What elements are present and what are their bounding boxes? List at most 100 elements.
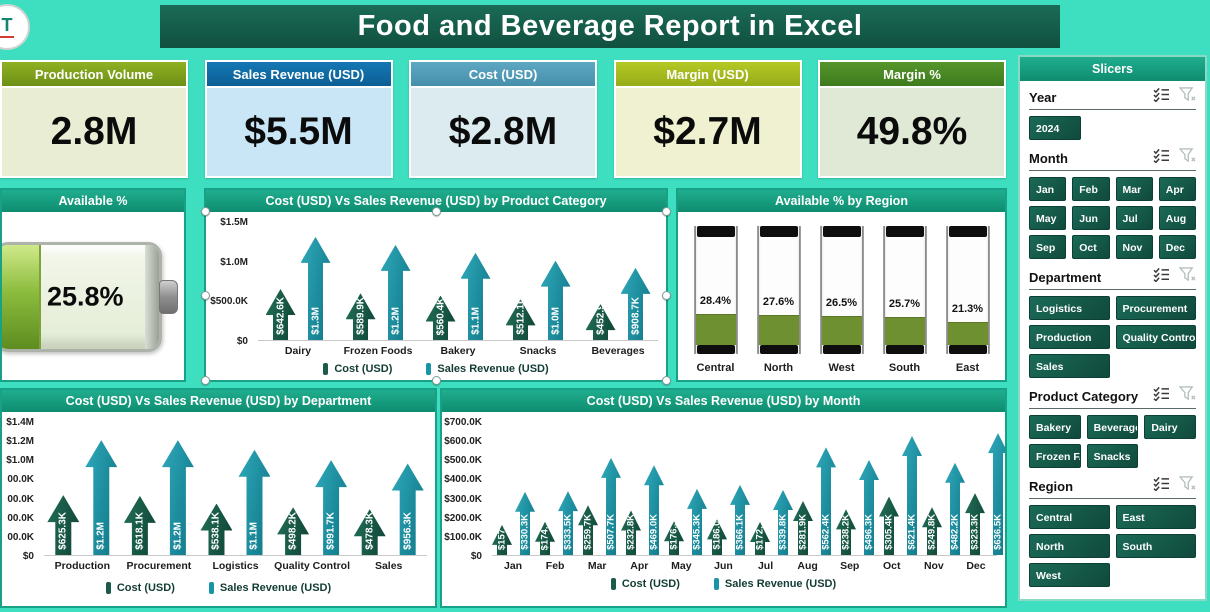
slicer-button-east[interactable]: East — [1115, 505, 1196, 529]
data-label: $618.1K — [134, 512, 146, 550]
multi-select-icon[interactable] — [1153, 87, 1170, 107]
kpi-value: $5.5M — [244, 110, 353, 153]
slicer-button-aug[interactable]: Aug — [1158, 206, 1196, 230]
selection-handle[interactable] — [201, 291, 210, 300]
clear-filter-icon[interactable] — [1178, 267, 1196, 287]
x-tick-snacks: Snacks — [519, 345, 557, 357]
data-label: $562.4K — [820, 514, 832, 550]
cost-arrow-may: $176.3 — [664, 521, 684, 555]
y-tick: $400.0K — [444, 474, 482, 486]
clear-filter-icon[interactable] — [1178, 386, 1196, 406]
data-label: $172.7 — [754, 524, 766, 550]
multi-select-icon[interactable] — [1153, 476, 1170, 496]
selection-handle[interactable] — [201, 376, 210, 385]
slicer-button-sales[interactable]: Sales — [1029, 354, 1110, 378]
slicer-button-snacks[interactable]: Snacks — [1086, 444, 1139, 468]
slicer-button-north[interactable]: North — [1029, 534, 1110, 558]
data-label: $186.0 — [711, 522, 723, 550]
slicer-button-nov[interactable]: Nov — [1115, 235, 1153, 259]
y-tick: $600.0K — [444, 436, 482, 448]
multi-select-icon[interactable] — [1153, 386, 1170, 406]
sales-arrow-oct: $621.4K — [902, 436, 922, 555]
data-label: $1.2M — [390, 307, 401, 335]
chart-title: Cost (USD) Vs Sales Revenue (USD) by Dep… — [2, 390, 435, 412]
tube-value: 27.6% — [762, 296, 795, 309]
slicer-button-dairy[interactable]: Dairy — [1144, 415, 1196, 439]
y-tick: 00.0K — [7, 493, 34, 505]
data-label: $496.3K — [863, 514, 875, 550]
legend-item-sales-revenue-usd: Sales Revenue (USD) — [208, 582, 331, 594]
slicer-button-central[interactable]: Central — [1029, 505, 1110, 529]
tube: 21.3% — [945, 226, 990, 354]
slicer-button-beverages[interactable]: Beverages — [1086, 415, 1139, 439]
sales-arrow-procurement: $1.2M — [161, 440, 194, 555]
slicer-button-frozen-f[interactable]: Frozen F... — [1029, 444, 1081, 468]
slicer-button-may[interactable]: May — [1029, 206, 1067, 230]
slicer-button-south[interactable]: South — [1115, 534, 1196, 558]
data-label: $589.9K — [355, 297, 366, 335]
clear-filter-icon[interactable] — [1178, 476, 1196, 496]
cost-arrow-aug: $281.9K — [793, 501, 813, 555]
cost-arrow-oct: $305.4K — [879, 496, 899, 555]
legend: Cost (USD) Sales Revenue (USD) — [206, 363, 666, 375]
sales-arrow-aug: $562.4K — [816, 447, 836, 555]
slicer-button-dec[interactable]: Dec — [1158, 235, 1196, 259]
y-axis: $1.5M $1.0M $500.0K $0 — [206, 217, 254, 347]
legend-item-cost-usd: Cost (USD) — [105, 582, 175, 594]
bar-group-jun: $186.0 $366.1K — [707, 484, 750, 555]
data-label: $636.5K — [992, 514, 1004, 550]
chart-by-department[interactable]: Cost (USD) Vs Sales Revenue (USD) by Dep… — [0, 388, 437, 608]
y-tick: 00.0K — [7, 512, 34, 524]
sales-arrow-jan: $330.3K — [515, 491, 535, 555]
slicer-button-apr[interactable]: Apr — [1158, 177, 1196, 201]
slicer-button-bakery[interactable]: Bakery — [1029, 415, 1081, 439]
slicer-button-west[interactable]: West — [1029, 563, 1110, 587]
slicer-button-procurement[interactable]: Procurement — [1115, 296, 1196, 320]
chart-available-by-region[interactable]: Available % by Region 28.4% Central 27.6% N… — [676, 188, 1007, 382]
sales-arrow-apr: $469.0K — [644, 465, 664, 555]
cost-arrow-bakery: $560.4K — [425, 295, 456, 340]
slicer-button-quality-control[interactable]: Quality Control — [1115, 325, 1196, 349]
slicer-button-production[interactable]: Production — [1029, 325, 1110, 349]
selection-handle[interactable] — [201, 207, 210, 216]
slicer-button-jan[interactable]: Jan — [1029, 177, 1067, 201]
slicers-panel: Slicers Year 2024 Month Jan Feb Mar Apr May Jun J… — [1018, 55, 1207, 601]
data-label: $249.8K — [926, 514, 938, 550]
plot-area: $625.3K $1.2M $618.1K $1.2M $538.1K $1.1M $498… — [44, 422, 427, 556]
selection-handle[interactable] — [432, 376, 441, 385]
bar-group-production: $625.3K $1.2M — [44, 440, 121, 555]
selection-handle[interactable] — [662, 291, 671, 300]
slicer-button-mar[interactable]: Mar — [1115, 177, 1153, 201]
multi-select-icon[interactable] — [1153, 267, 1170, 287]
data-label: $908.7K — [630, 297, 641, 335]
chart-by-month[interactable]: Cost (USD) Vs Sales Revenue (USD) by Mon… — [440, 388, 1007, 608]
y-tick: $500.0K — [210, 296, 248, 308]
divider — [1029, 289, 1196, 290]
clear-filter-icon[interactable] — [1178, 87, 1196, 107]
multi-select-icon[interactable] — [1153, 148, 1170, 168]
chart-by-product-category[interactable]: Cost (USD) Vs Sales Revenue (USD) by Pro… — [201, 188, 671, 385]
cost-arrow-sep: $238.2K — [836, 509, 856, 555]
sales-arrow-mar: $507.7K — [601, 457, 621, 555]
data-label: $452.9 — [595, 307, 606, 335]
data-label: $174.1 — [539, 524, 551, 550]
slicer-button-sep[interactable]: Sep — [1029, 235, 1067, 259]
slicer-button-2024[interactable]: 2024 — [1029, 116, 1081, 140]
slicer-button-jul[interactable]: Jul — [1115, 206, 1153, 230]
selection-handle[interactable] — [662, 207, 671, 216]
slicer-button-logistics[interactable]: Logistics — [1029, 296, 1110, 320]
kpi-value: $2.8M — [448, 110, 558, 153]
selection-handle[interactable] — [432, 207, 441, 216]
legend-marker — [713, 578, 719, 590]
chart-title: Cost (USD) Vs Sales Revenue (USD) by Mon… — [442, 390, 1005, 412]
slicer-button-jun[interactable]: Jun — [1072, 206, 1110, 230]
tube: 27.6% — [756, 226, 801, 354]
slicer-button-feb[interactable]: Feb — [1072, 177, 1110, 201]
slicer-label: Month — [1029, 150, 1068, 166]
clear-filter-icon[interactable] — [1178, 148, 1196, 168]
slicer-button-oct[interactable]: Oct — [1072, 235, 1110, 259]
slicer-label: Year — [1029, 89, 1057, 105]
y-tick: $100.0K — [444, 531, 482, 543]
sales-arrow-bakery: $1.1M — [460, 252, 491, 340]
selection-handle[interactable] — [662, 376, 671, 385]
